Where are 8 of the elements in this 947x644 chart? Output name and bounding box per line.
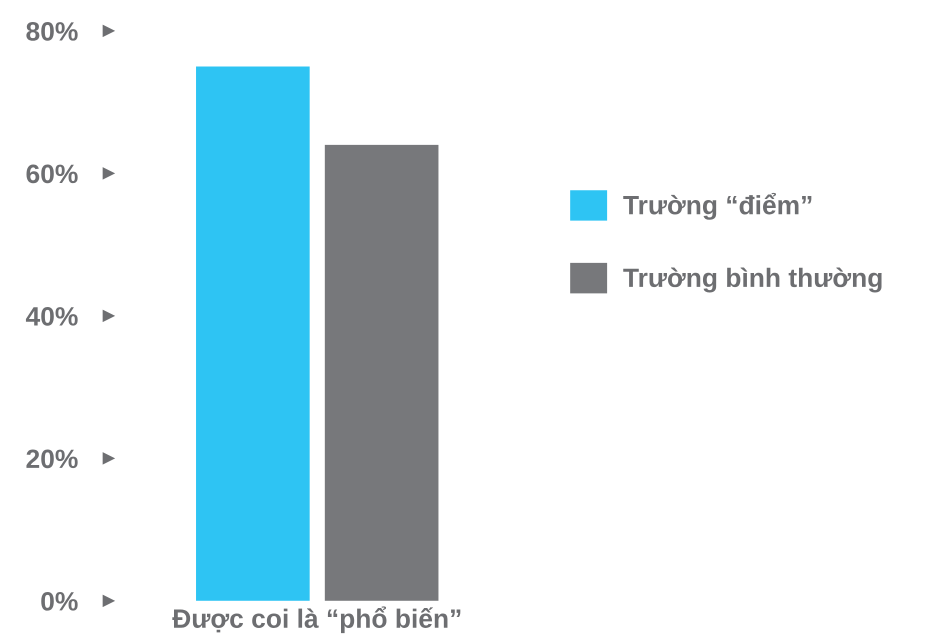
y-tick-label: 0% (41, 592, 78, 611)
legend-label: Trường bình thường (623, 268, 882, 293)
y-tick-label: 60% (26, 164, 78, 184)
legend-label: Trường “điểm” (623, 192, 812, 220)
x-tick-label: Được coi là “phổ biến” (172, 606, 460, 634)
y-tick-label: 40% (26, 307, 78, 326)
y-tick-label: 80% (26, 22, 78, 41)
y-tick-label: 20% (26, 450, 78, 468)
